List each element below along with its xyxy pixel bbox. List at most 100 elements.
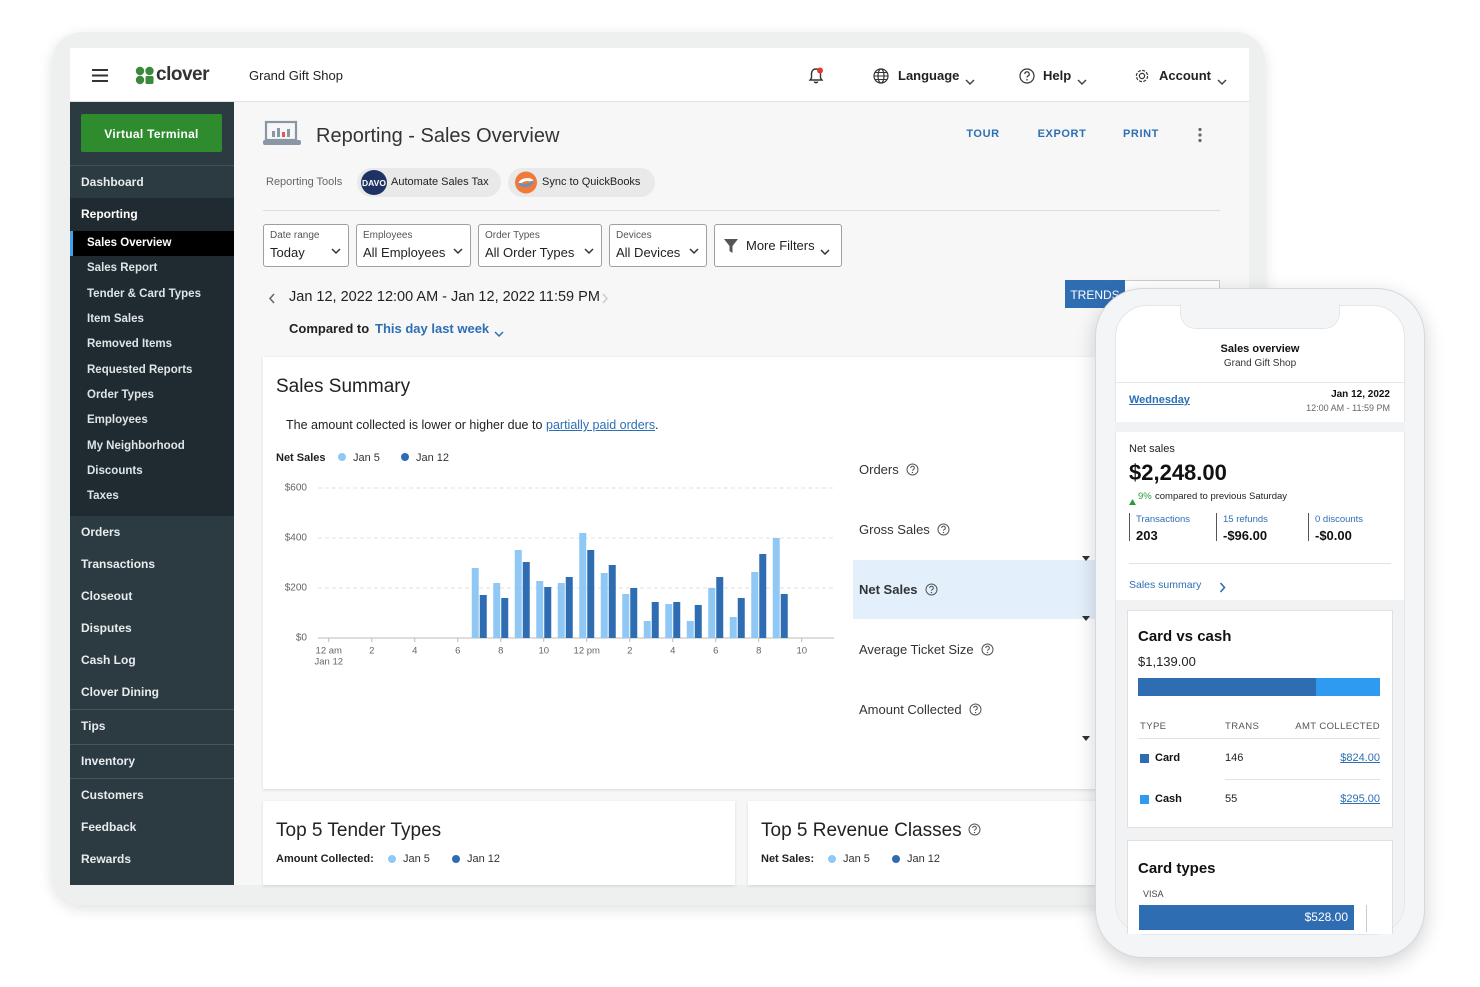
type-amount[interactable]: $824.00 [1340, 752, 1380, 765]
sales-summary-link[interactable]: Sales summary [1129, 579, 1202, 592]
nav-subitem[interactable]: Requested Reports [87, 363, 193, 376]
nav-item[interactable]: Clover Dining [81, 684, 160, 699]
prev-arrow[interactable] [268, 291, 276, 304]
filter-value[interactable]: All Order Types [485, 244, 575, 260]
filter-box[interactable] [263, 224, 349, 267]
header-menu[interactable]: Account [1159, 67, 1211, 83]
filter-box[interactable] [478, 224, 602, 267]
nav-item[interactable]: Cash Log [81, 652, 136, 667]
filter-value[interactable]: All Devices [616, 244, 681, 260]
chevron-down [494, 325, 504, 338]
page-action[interactable]: PRINT [1123, 128, 1159, 141]
chevron-down [453, 242, 463, 255]
virtual-terminal-button[interactable] [81, 114, 222, 152]
phone-band [1115, 422, 1405, 432]
card-type-bar [1139, 905, 1354, 930]
menu-icon[interactable] [92, 69, 108, 82]
nav-item[interactable]: Rewards [81, 851, 132, 866]
metric-label[interactable]: Amount Collected [859, 701, 962, 717]
nav-item[interactable]: Inventory [81, 753, 136, 768]
virtual-terminal-label[interactable]: Virtual Terminal [104, 126, 199, 141]
nav-subitem[interactable]: My Neighborhood [87, 439, 185, 452]
nav-subitem[interactable]: Removed Items [87, 338, 173, 351]
x-tick-label: 12 pm [574, 646, 600, 657]
nav-item[interactable]: Closeout [81, 588, 133, 603]
bar [557, 583, 565, 638]
nav-selected [70, 231, 234, 256]
nav-item[interactable]: Tips [81, 718, 106, 733]
compared-value[interactable]: This day last week [375, 320, 490, 336]
nav-subitem[interactable]: Tender & Card Types [87, 287, 201, 300]
stat-label: 0 discounts [1315, 514, 1364, 526]
filter-label[interactable]: Employees [363, 229, 413, 241]
page-action[interactable]: EXPORT [1037, 128, 1087, 141]
header-menu[interactable]: Help [1043, 67, 1072, 83]
x-tick-label: 10 [796, 646, 807, 657]
report-card [748, 801, 1148, 885]
bar [514, 550, 522, 638]
nav-subitem[interactable]: Employees [87, 414, 148, 427]
legend-swatch [338, 453, 346, 461]
metric-label[interactable]: Orders [859, 461, 899, 477]
bar [565, 577, 573, 638]
bar [759, 554, 767, 638]
filter-box[interactable] [714, 224, 842, 267]
metric-label[interactable]: Net Sales [859, 581, 918, 597]
filter-value[interactable]: All Employees [363, 244, 446, 260]
divider [1225, 779, 1380, 780]
nav-item[interactable]: Orders [81, 524, 121, 539]
dropdown-caret [1082, 548, 1090, 561]
x-tick-label: 4 [412, 646, 417, 657]
filter-label[interactable]: Order Types [485, 229, 540, 241]
header-menu[interactable]: Language [898, 67, 960, 83]
phone-change-note: compared to previous Saturday [1155, 491, 1288, 503]
nav-item[interactable]: Dashboard [81, 174, 144, 189]
help-icon [937, 523, 950, 536]
metric-label[interactable]: Gross Sales [859, 521, 930, 537]
metric-label[interactable]: Average Ticket Size [859, 641, 974, 657]
nav-item[interactable]: Feedback [81, 819, 137, 834]
more-filters[interactable]: More Filters [746, 237, 815, 253]
filter-label[interactable]: Devices [616, 229, 652, 241]
dropdown-caret [1082, 728, 1090, 741]
chevron-down [1077, 73, 1087, 86]
nav-subitem[interactable]: Sales Report [87, 262, 158, 275]
nav-item[interactable]: Transactions [81, 556, 156, 571]
nav-section[interactable]: Reporting [81, 206, 138, 221]
chevron-down [689, 242, 699, 255]
up-arrow [1129, 492, 1136, 505]
nav-subitem[interactable]: Sales Overview [87, 236, 172, 249]
bar [608, 565, 616, 638]
card-title: Card vs cash [1138, 627, 1232, 645]
phone-day[interactable]: Wednesday [1129, 394, 1190, 407]
nav-subitem[interactable]: Taxes [87, 490, 119, 503]
nav-subitem[interactable]: Discounts [87, 465, 143, 478]
card-legend-label: Net Sales: [761, 853, 815, 866]
nav-item[interactable]: Customers [81, 787, 144, 802]
nav-subitem[interactable]: Item Sales [87, 312, 144, 325]
bar [630, 588, 638, 638]
type-name: Cash [1155, 793, 1182, 806]
summary-note: The amount collected is lower or higher … [286, 418, 543, 433]
type-amount[interactable]: $295.00 [1340, 793, 1380, 806]
divider [263, 210, 1220, 211]
nav-subitem[interactable]: Order Types [87, 388, 154, 401]
view-tab-label[interactable]: TRENDS [1070, 287, 1120, 302]
bar [729, 617, 737, 638]
more-menu[interactable] [1197, 127, 1203, 143]
tool-label[interactable]: Automate Sales Tax [391, 176, 489, 189]
summary-note-link[interactable]: partially paid orders [546, 418, 656, 433]
nav-item[interactable]: Disputes [81, 620, 132, 635]
filter-box[interactable] [609, 224, 707, 267]
filter-value[interactable]: Today [270, 244, 305, 260]
notification-bell[interactable] [808, 67, 824, 84]
brand-logo [135, 66, 155, 85]
filter-label[interactable]: Date range [270, 229, 320, 241]
sales-chart: Net Sales Jan 5 Jan 12 $0 $200 $400 $600 12 am 2… [276, 452, 834, 668]
gear-icon [1134, 68, 1150, 84]
page-action[interactable]: TOUR [966, 128, 1000, 141]
tool-label[interactable]: Sync to QuickBooks [542, 176, 641, 189]
link-arrow[interactable] [1219, 580, 1226, 593]
filter-box[interactable] [356, 224, 471, 267]
davo-icon-text: DAVO [362, 177, 386, 188]
